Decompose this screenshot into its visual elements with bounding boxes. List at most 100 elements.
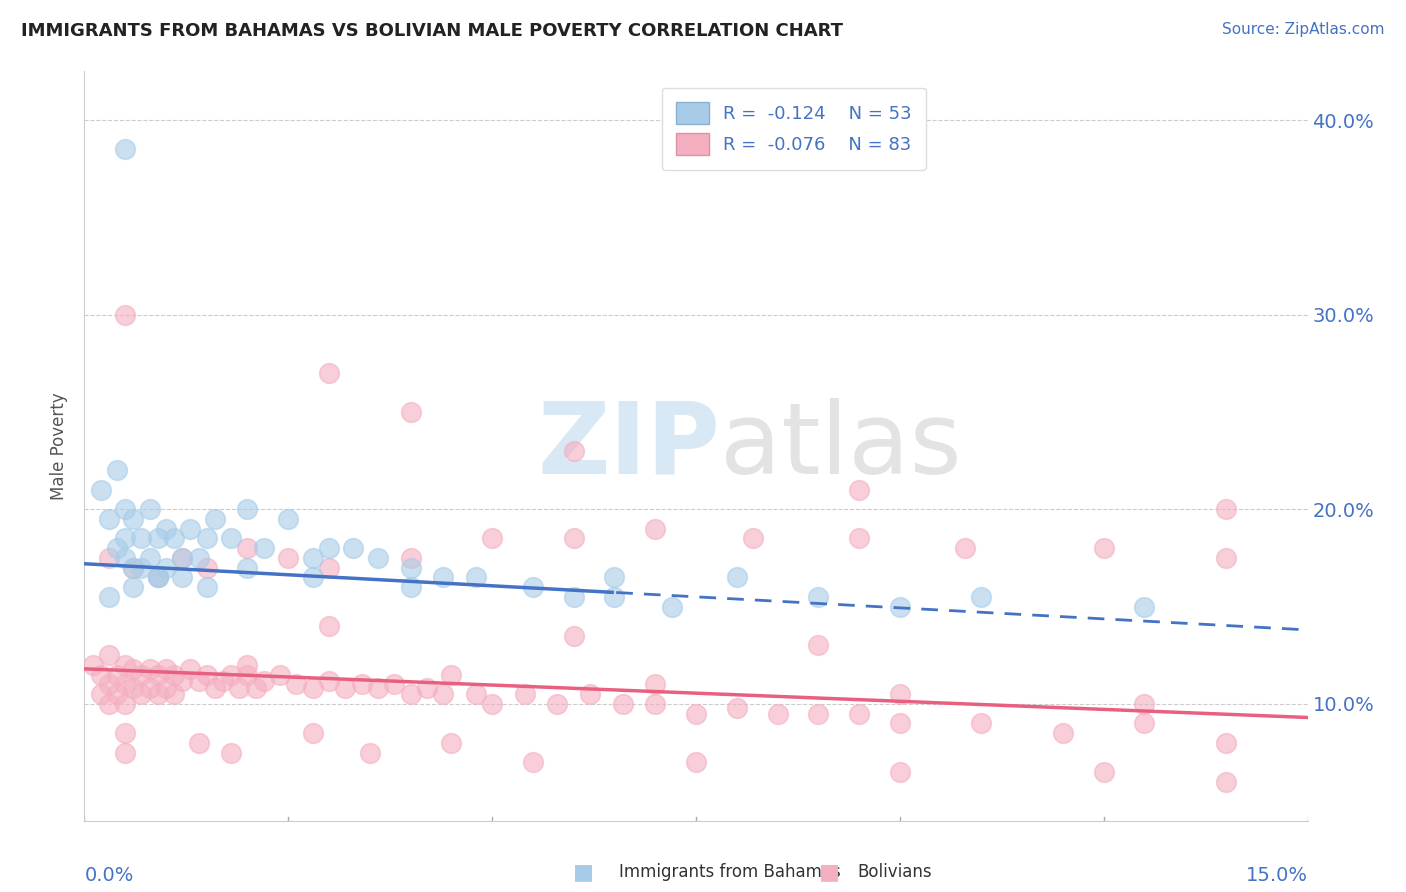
Point <box>807 639 830 653</box>
Point <box>195 580 218 594</box>
Point <box>464 687 486 701</box>
Point <box>236 541 259 556</box>
Point <box>163 687 186 701</box>
Text: atlas: atlas <box>720 398 962 494</box>
Point <box>114 677 136 691</box>
Point <box>1215 550 1237 565</box>
Point <box>97 648 120 663</box>
Point <box>1215 502 1237 516</box>
Point <box>114 142 136 156</box>
Text: Source: ZipAtlas.com: Source: ZipAtlas.com <box>1222 22 1385 37</box>
Point <box>481 532 503 546</box>
Point <box>685 706 707 721</box>
Point <box>138 662 160 676</box>
Point <box>155 662 177 676</box>
Point <box>90 483 112 497</box>
Point <box>97 697 120 711</box>
Point <box>179 662 201 676</box>
Point <box>146 687 169 701</box>
Point <box>236 502 259 516</box>
Point <box>114 502 136 516</box>
Point <box>970 716 993 731</box>
Point <box>848 706 870 721</box>
Point <box>807 590 830 604</box>
Point <box>399 550 422 565</box>
Point <box>301 681 323 696</box>
Point <box>725 700 748 714</box>
Point <box>1215 736 1237 750</box>
Point <box>122 662 145 676</box>
Point <box>318 366 340 380</box>
Y-axis label: Male Poverty: Male Poverty <box>51 392 69 500</box>
Point <box>114 308 136 322</box>
Point <box>318 619 340 633</box>
Point <box>90 667 112 681</box>
Point <box>367 550 389 565</box>
Point <box>122 512 145 526</box>
Point <box>742 532 765 546</box>
Point <box>269 667 291 681</box>
Point <box>318 560 340 574</box>
Text: 0.0%: 0.0% <box>84 865 134 885</box>
Point <box>155 681 177 696</box>
Point <box>953 541 976 556</box>
Point <box>146 570 169 584</box>
Point <box>562 590 585 604</box>
Point <box>399 560 422 574</box>
Point <box>105 667 128 681</box>
Point <box>970 590 993 604</box>
Point <box>131 532 153 546</box>
Point <box>399 687 422 701</box>
Point <box>318 673 340 688</box>
Point <box>204 512 226 526</box>
Point <box>187 673 209 688</box>
Point <box>172 550 194 565</box>
Point <box>766 706 789 721</box>
Point <box>546 697 568 711</box>
Point <box>245 681 267 696</box>
Point <box>114 550 136 565</box>
Text: ZIP: ZIP <box>537 398 720 494</box>
Point <box>644 522 666 536</box>
Point <box>522 756 544 770</box>
Point <box>114 726 136 740</box>
Point <box>301 550 323 565</box>
Point <box>513 687 536 701</box>
Point <box>603 570 626 584</box>
Point <box>138 550 160 565</box>
Point <box>848 483 870 497</box>
Point <box>285 677 308 691</box>
Point <box>114 746 136 760</box>
Point <box>122 580 145 594</box>
Point <box>155 522 177 536</box>
Point <box>97 590 120 604</box>
Point <box>122 681 145 696</box>
Point <box>432 687 454 701</box>
Point <box>146 532 169 546</box>
Point <box>1092 541 1115 556</box>
Point <box>131 687 153 701</box>
Point <box>579 687 602 701</box>
Point <box>277 512 299 526</box>
Point <box>172 570 194 584</box>
Point <box>1133 697 1156 711</box>
Point <box>382 677 405 691</box>
Point <box>359 746 381 760</box>
Point <box>522 580 544 594</box>
Point <box>399 405 422 419</box>
Point <box>228 681 250 696</box>
Point <box>807 706 830 721</box>
Point <box>195 667 218 681</box>
Point <box>90 687 112 701</box>
Point <box>172 673 194 688</box>
Point <box>236 560 259 574</box>
Point <box>253 673 276 688</box>
Point <box>481 697 503 711</box>
Point <box>236 657 259 672</box>
Point <box>163 667 186 681</box>
Point <box>612 697 634 711</box>
Point <box>367 681 389 696</box>
Point <box>138 502 160 516</box>
Text: 15.0%: 15.0% <box>1246 865 1308 885</box>
Point <box>644 677 666 691</box>
